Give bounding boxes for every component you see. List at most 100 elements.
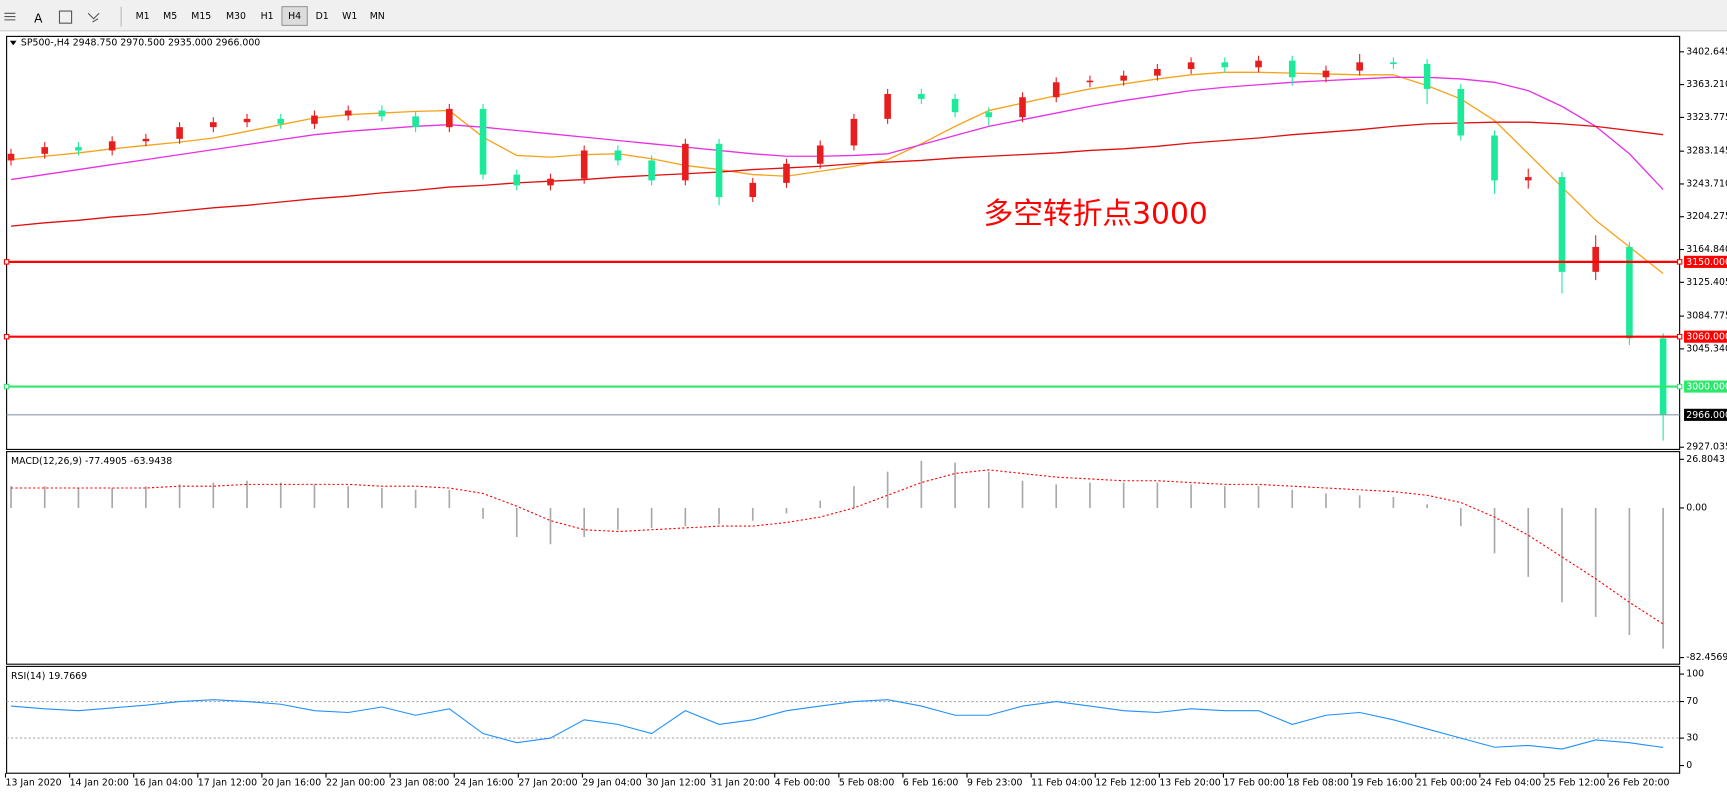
candle-body [1255,60,1262,68]
menu-icon[interactable] [4,12,16,21]
rsi-line [10,699,1664,750]
candle-body [1423,63,1431,89]
macd-signal [11,469,1664,625]
level-handle [3,259,10,265]
level-label-box [1684,255,1727,268]
level-label: 3150.000 [1686,257,1727,268]
level-label: 2966.000 [1686,410,1727,421]
candle-body [1120,75,1127,81]
x-tick-label: 24 Feb 04:00 [1480,778,1541,789]
y-tick-label: 30 [1686,733,1698,744]
timeframe-label[interactable]: H1 [261,11,274,22]
level-handle [1676,333,1683,340]
y-tick-label: 26.8043 [1686,454,1725,465]
candle-body [749,182,757,198]
y-tick-label: 3125.405 [1686,277,1727,288]
timeframe-button[interactable] [281,6,308,26]
candle-body [1491,135,1498,181]
candle-body [1524,177,1532,181]
level-label: 3060.000 [1686,332,1727,343]
candle-body [1457,88,1465,136]
candle-body [1322,70,1330,78]
level-label: 3000.000 [1686,382,1727,393]
candle-body [648,160,655,181]
candle-body [210,122,217,128]
x-tick-label: 16 Jan 04:00 [134,778,193,789]
timeframe-label[interactable]: H4 [288,11,301,22]
annotation: 多空转折点3000 [984,196,1208,231]
candle-body [1390,62,1397,64]
x-tick-label: 17 Jan 12:00 [198,778,257,789]
arrow-tool-icon[interactable] [87,12,100,23]
moving-average [10,76,1664,190]
x-tick-label: 21 Feb 00:00 [1416,778,1477,789]
x-tick-label: 22 Jan 00:00 [326,778,385,789]
rsi-title: RSI(14) 19.7669 [11,671,87,682]
text-tool-icon[interactable]: A [34,11,43,25]
candle-body [243,118,251,123]
y-tick-label: 0.00 [1686,502,1707,513]
y-tick-label: 3363.210 [1686,79,1727,90]
candle-body [1052,82,1060,98]
candle-body [1086,80,1094,83]
y-tick-label: -82.4569 [1686,652,1727,663]
drawing-tools[interactable]: A [4,6,122,27]
candle-body [41,147,49,154]
candle-body [513,174,521,186]
x-tick-label: 4 Feb 00:00 [775,778,830,789]
x-tick-label: 31 Jan 20:00 [711,778,770,789]
x-tick-label: 6 Feb 16:00 [903,778,958,789]
y-tick-label: 3045.340 [1686,343,1727,354]
moving-average [10,121,1664,227]
x-tick-label: 25 Feb 12:00 [1544,778,1605,789]
panel-menu-icon [9,40,17,46]
timeframe-label[interactable]: M5 [163,11,177,22]
y-tick-label: 3323.775 [1686,112,1727,123]
level-label-box [1684,380,1727,393]
timeframe-label[interactable]: M1 [136,11,150,22]
x-tick-label: 5 Feb 08:00 [839,778,894,789]
candle-body [479,108,487,175]
candle-body [108,141,116,151]
candle-body [850,118,858,146]
level-handle [1676,259,1683,265]
x-tick-label: 27 Jan 20:00 [518,778,577,789]
timeframe-label[interactable]: D1 [316,11,329,22]
y-tick-label: 3283.145 [1686,146,1727,157]
candle-body [1154,68,1161,76]
main-panel [6,35,1681,450]
candle-body [1019,97,1026,118]
timeframe-label[interactable]: W1 [342,11,357,22]
y-tick-label: 70 [1686,696,1698,707]
level-handle [1676,383,1683,390]
y-tick-label: 2927.035 [1686,442,1727,453]
moving-average [10,71,1664,275]
candle-body [1221,62,1229,68]
candle-body [783,163,790,183]
x-tick-label: 17 Feb 00:00 [1223,778,1284,789]
candle-body [1187,62,1195,69]
candle-body [378,110,386,117]
label-tool-icon[interactable] [58,10,73,24]
x-tick-label: 19 Feb 16:00 [1352,778,1413,789]
candle-body [1356,62,1363,71]
y-tick-label: 3164.840 [1686,244,1727,255]
timeframe-label[interactable]: MN [370,11,385,22]
y-tick-label: 3402.645 [1686,46,1727,57]
level-handle [3,383,10,390]
candle-body [884,93,891,119]
timeframe-label[interactable]: M30 [226,11,246,22]
candle-body [1626,246,1633,339]
candle-body [580,150,588,179]
level-label-box [1684,330,1727,343]
x-tick-label: 12 Feb 12:00 [1095,778,1156,789]
x-tick-label: 9 Feb 23:00 [967,778,1022,789]
x-tick-label: 29 Jan 04:00 [582,778,641,789]
candle-body [918,93,925,99]
y-tick-label: 3204.275 [1686,211,1727,222]
candle-body [1659,338,1667,415]
candle-body [682,143,689,181]
candle-body [1592,246,1599,272]
timeframe-label[interactable]: M15 [191,11,211,22]
